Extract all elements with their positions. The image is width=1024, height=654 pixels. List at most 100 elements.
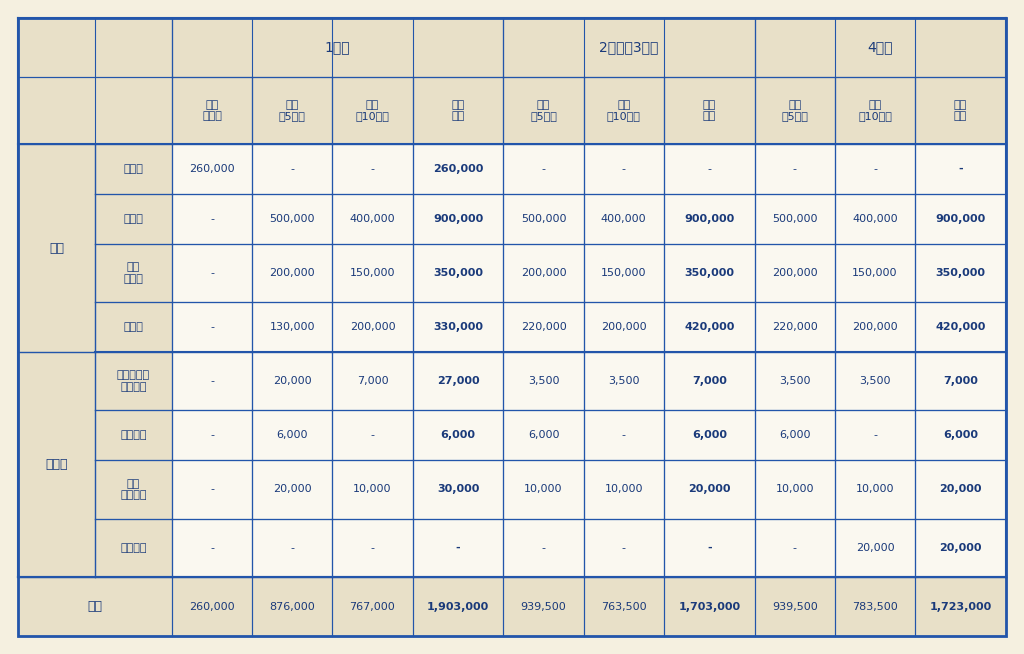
Bar bbox=[504, 519, 584, 577]
Bar bbox=[504, 194, 584, 243]
Text: 10,000: 10,000 bbox=[604, 485, 643, 494]
Text: 設備
維持費: 設備 維持費 bbox=[124, 262, 143, 284]
Text: 授業料: 授業料 bbox=[124, 214, 143, 224]
Text: 年間
合計: 年間 合計 bbox=[452, 99, 465, 121]
Text: -: - bbox=[542, 164, 546, 174]
Text: -: - bbox=[622, 164, 626, 174]
Text: 260,000: 260,000 bbox=[433, 164, 483, 174]
Text: 7,000: 7,000 bbox=[692, 376, 727, 386]
Bar bbox=[835, 411, 915, 460]
Bar bbox=[835, 77, 915, 145]
Bar bbox=[172, 77, 252, 145]
Bar bbox=[172, 519, 252, 577]
Text: 6,000: 6,000 bbox=[440, 430, 475, 440]
Text: 3,500: 3,500 bbox=[608, 376, 640, 386]
Bar bbox=[504, 243, 584, 302]
Text: -: - bbox=[371, 430, 375, 440]
Bar bbox=[172, 460, 252, 519]
Text: 350,000: 350,000 bbox=[684, 268, 734, 278]
Bar bbox=[172, 18, 504, 77]
Bar bbox=[413, 77, 504, 145]
Text: 年間
合計: 年間 合計 bbox=[702, 99, 716, 121]
Bar bbox=[584, 243, 664, 302]
Text: -: - bbox=[210, 485, 214, 494]
Text: 30,000: 30,000 bbox=[437, 485, 479, 494]
Bar bbox=[413, 243, 504, 302]
Text: 400,000: 400,000 bbox=[349, 214, 395, 224]
Text: 220,000: 220,000 bbox=[520, 322, 566, 332]
Bar bbox=[504, 352, 584, 411]
Text: 7,000: 7,000 bbox=[356, 376, 388, 386]
Text: 1年次: 1年次 bbox=[325, 41, 350, 54]
Bar bbox=[755, 411, 835, 460]
Bar bbox=[172, 302, 252, 352]
Text: 500,000: 500,000 bbox=[772, 214, 817, 224]
Bar bbox=[915, 460, 1006, 519]
Bar bbox=[664, 194, 755, 243]
Text: 130,000: 130,000 bbox=[269, 322, 315, 332]
Text: 260,000: 260,000 bbox=[189, 164, 234, 174]
Bar bbox=[413, 411, 504, 460]
Bar bbox=[664, 77, 755, 145]
Text: 939,500: 939,500 bbox=[520, 602, 566, 611]
Text: 7,000: 7,000 bbox=[943, 376, 978, 386]
Text: -: - bbox=[873, 430, 877, 440]
Bar bbox=[252, 145, 333, 194]
Text: 783,500: 783,500 bbox=[852, 602, 898, 611]
Bar bbox=[915, 77, 1006, 145]
Bar bbox=[584, 352, 664, 411]
Text: 学友会費: 学友会費 bbox=[120, 430, 146, 440]
Bar bbox=[755, 243, 835, 302]
Bar bbox=[95, 519, 172, 577]
Text: 150,000: 150,000 bbox=[852, 268, 898, 278]
Bar bbox=[755, 18, 1006, 77]
Bar bbox=[333, 519, 413, 577]
Bar bbox=[95, 460, 172, 519]
Bar bbox=[835, 519, 915, 577]
Bar bbox=[18, 577, 172, 636]
Bar bbox=[172, 352, 252, 411]
Text: 1,703,000: 1,703,000 bbox=[678, 602, 740, 611]
Text: 20,000: 20,000 bbox=[856, 543, 894, 553]
Text: 500,000: 500,000 bbox=[269, 214, 315, 224]
Bar bbox=[835, 577, 915, 636]
Text: 6,000: 6,000 bbox=[692, 430, 727, 440]
Bar bbox=[835, 352, 915, 411]
Text: -: - bbox=[210, 376, 214, 386]
Text: 後期
（10月）: 後期 （10月） bbox=[355, 99, 389, 121]
Text: 10,000: 10,000 bbox=[524, 485, 563, 494]
Bar bbox=[333, 411, 413, 460]
Text: 10,000: 10,000 bbox=[353, 485, 392, 494]
Bar bbox=[584, 77, 664, 145]
Bar bbox=[172, 411, 252, 460]
Bar bbox=[252, 352, 333, 411]
Text: 4年次: 4年次 bbox=[867, 41, 893, 54]
Bar bbox=[252, 577, 333, 636]
Text: 10,000: 10,000 bbox=[775, 485, 814, 494]
Bar bbox=[755, 519, 835, 577]
Bar bbox=[504, 145, 584, 194]
Bar bbox=[504, 77, 584, 145]
Bar bbox=[664, 519, 755, 577]
Bar bbox=[584, 302, 664, 352]
Bar bbox=[504, 302, 584, 352]
Text: 6,000: 6,000 bbox=[943, 430, 978, 440]
Text: 20,000: 20,000 bbox=[688, 485, 730, 494]
Text: -: - bbox=[210, 430, 214, 440]
Bar bbox=[504, 18, 755, 77]
Bar bbox=[755, 145, 835, 194]
Bar bbox=[18, 77, 172, 145]
Bar bbox=[584, 519, 664, 577]
Bar bbox=[252, 77, 333, 145]
Text: -: - bbox=[210, 268, 214, 278]
Text: -: - bbox=[622, 430, 626, 440]
Bar bbox=[413, 519, 504, 577]
Text: 939,500: 939,500 bbox=[772, 602, 818, 611]
Text: 入学
手続時: 入学 手続時 bbox=[202, 99, 222, 121]
Text: 200,000: 200,000 bbox=[772, 268, 817, 278]
Text: 350,000: 350,000 bbox=[433, 268, 483, 278]
Bar bbox=[504, 577, 584, 636]
Bar bbox=[664, 577, 755, 636]
Text: 500,000: 500,000 bbox=[521, 214, 566, 224]
Text: 6,000: 6,000 bbox=[527, 430, 559, 440]
